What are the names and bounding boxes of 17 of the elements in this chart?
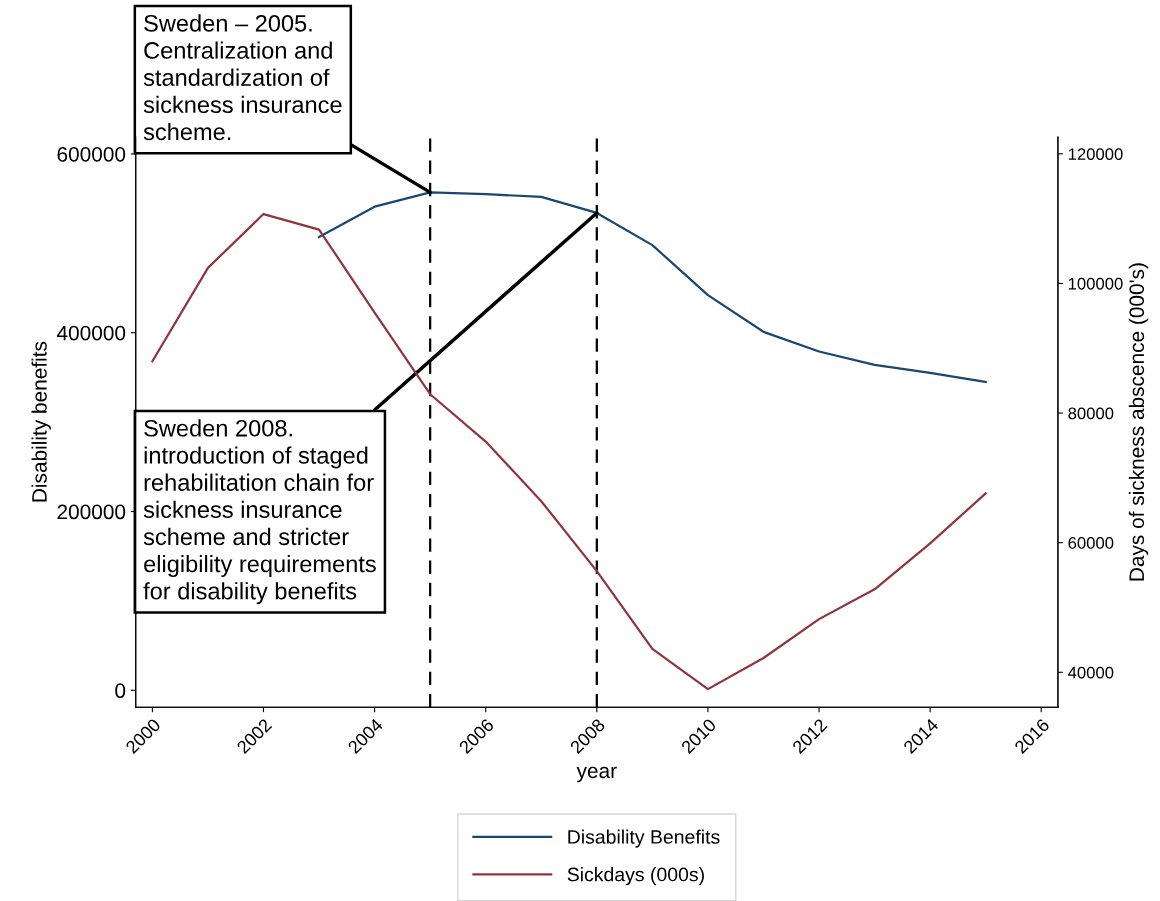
- y2-tick-label: 100000: [1068, 277, 1123, 290]
- x-axis-title: year: [576, 766, 617, 783]
- y-tick-label: 600000: [57, 146, 126, 162]
- legend-label: Sickdays (000s): [567, 867, 704, 886]
- line-series: [317, 191, 987, 383]
- y2-tick-label: 120000: [1068, 148, 1123, 161]
- y2-tick-label: 60000: [1068, 537, 1114, 549]
- annotation: Sweden 2008. introduction of staged rehabilitation chain for sickness insurance scheme and stricter eligibility requirements for disability benefits: [143, 419, 376, 605]
- y2-axis-title: Days of sickness abscence (000's): [1128, 263, 1149, 581]
- y2-tick-label: 80000: [1068, 407, 1114, 420]
- y2-tick-label: 40000: [1068, 666, 1114, 679]
- annotation: Sweden – 2005. Centralization and standardization of sickness insurance scheme.: [143, 14, 342, 141]
- y-tick-label: 400000: [56, 325, 126, 341]
- y-tick-label: 0: [115, 683, 126, 699]
- legend-label: Disability Benefits: [568, 829, 720, 848]
- y-axis-title: Disability benefits: [31, 341, 51, 502]
- y-tick-label: 200000: [57, 504, 126, 520]
